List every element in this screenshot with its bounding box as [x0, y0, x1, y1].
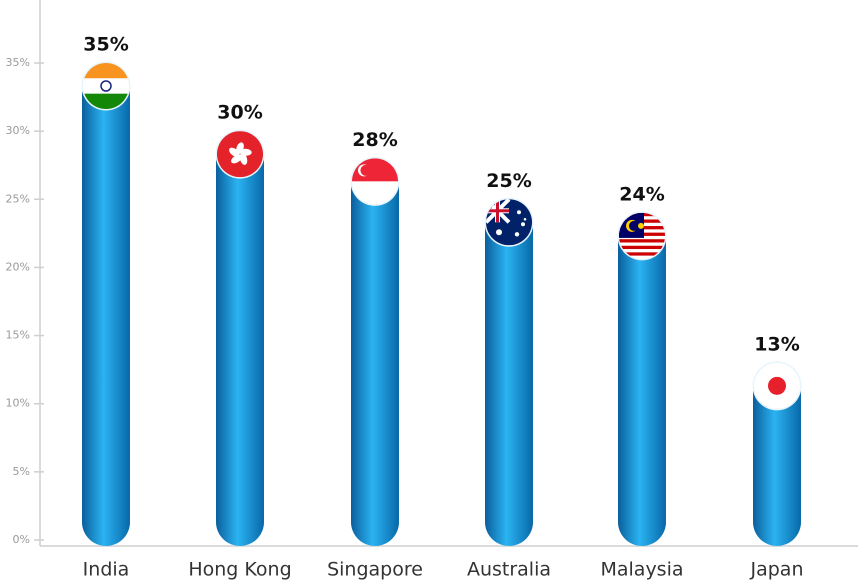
flag-part [768, 376, 786, 395]
flag-part [83, 93, 129, 109]
bar [216, 131, 264, 546]
flag-part [629, 220, 639, 231]
flag-part [517, 210, 521, 215]
x-tick-label: Japan [750, 559, 804, 581]
flag-part [231, 154, 242, 164]
flag-part [83, 78, 129, 94]
y-tick-label: 15% [6, 329, 30, 342]
x-tick-label: Hong Kong [188, 559, 291, 581]
value-label: 30% [217, 102, 262, 124]
value-label: 28% [352, 129, 397, 151]
flag-part [619, 252, 665, 256]
y-tick-label: 20% [6, 260, 30, 273]
value-label: 13% [754, 333, 799, 355]
y-tick-label: 5% [13, 465, 30, 478]
flag-part [514, 232, 520, 237]
y-tick-label: 25% [6, 192, 30, 205]
flag [352, 158, 398, 205]
flag-part [619, 255, 665, 259]
value-label: 24% [619, 183, 664, 205]
flag-part [352, 181, 398, 205]
flag-part [229, 147, 240, 157]
flag-part [360, 164, 372, 176]
flag-part [496, 229, 502, 236]
flag [754, 362, 800, 409]
value-label: 25% [486, 170, 531, 192]
flag [486, 199, 532, 246]
flag-part [619, 242, 665, 247]
flag-part [619, 249, 665, 253]
y-tick-label: 0% [13, 533, 30, 546]
flag-part [496, 199, 499, 223]
x-tick-label: Malaysia [600, 559, 683, 581]
bar [351, 158, 399, 546]
x-tick-label: India [83, 559, 130, 581]
x-tick-label: Australia [467, 559, 551, 581]
y-tick-label: 35% [6, 56, 30, 69]
flag [217, 131, 263, 178]
bar [485, 199, 533, 547]
flag-part [523, 217, 527, 221]
y-tick-label: 30% [6, 124, 30, 137]
bar [618, 212, 666, 546]
bar [82, 63, 130, 546]
value-label: 35% [83, 34, 128, 56]
bar [753, 362, 801, 546]
x-tick-label: Singapore [327, 559, 423, 581]
flag-part [619, 245, 665, 250]
flag-part [83, 63, 129, 79]
flag [83, 63, 129, 109]
flag-part [638, 222, 644, 229]
flag-part [619, 239, 665, 243]
flag-part [217, 131, 263, 178]
flag-part [521, 222, 525, 227]
y-tick-label: 10% [6, 397, 30, 410]
flag-part [100, 80, 112, 92]
flag [619, 212, 665, 259]
